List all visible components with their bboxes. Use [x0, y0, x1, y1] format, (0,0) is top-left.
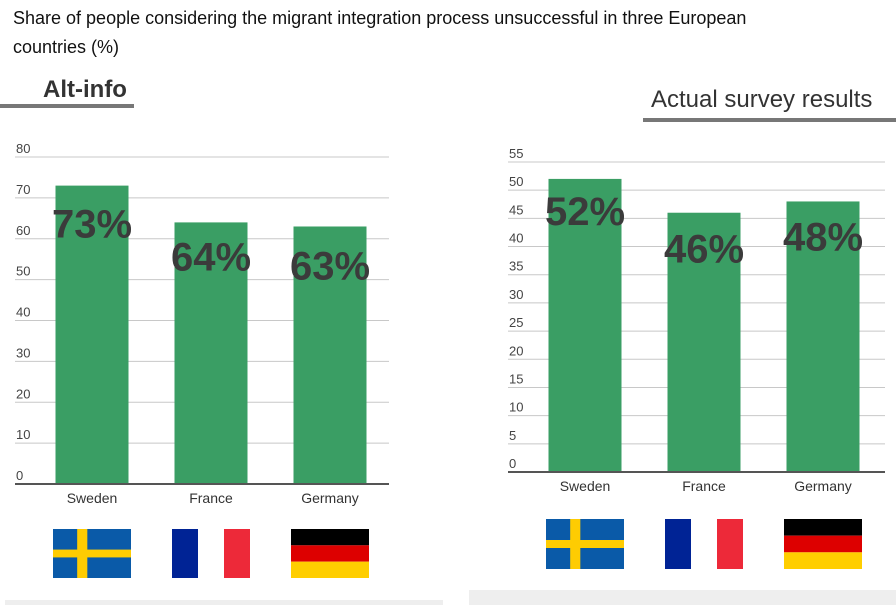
- bottom-strip-left: [5, 600, 443, 605]
- sweden-flag-icon: [546, 519, 624, 569]
- germany-flag-red: [784, 535, 862, 553]
- y-tick-label: 40: [16, 305, 30, 320]
- y-tick-label: 25: [509, 315, 523, 330]
- y-tick-label: 60: [16, 223, 30, 238]
- y-tick-label: 50: [509, 174, 523, 189]
- france-flag-red: [717, 519, 743, 569]
- panel-header-alt-info: Alt-info: [43, 76, 127, 103]
- germany-flag-black: [784, 519, 862, 536]
- y-tick-label: 70: [16, 182, 30, 197]
- y-tick-label: 30: [509, 287, 523, 302]
- france-flag-blue: [172, 529, 198, 578]
- france-flag-white: [691, 519, 717, 569]
- x-category-label: France: [682, 478, 726, 494]
- france-flag-blue: [665, 519, 691, 569]
- y-tick-label: 0: [509, 456, 516, 471]
- sweden-flag-cross-horizontal: [53, 549, 131, 558]
- bar-chart-actual-survey: 0 5 10 15 20 25 30 35 40 45 50 55 52% 46% 48% Sweden Fra…: [508, 146, 885, 569]
- data-label: 48%: [783, 215, 863, 259]
- x-category-label: Germany: [301, 490, 359, 506]
- y-tick-label: 55: [509, 146, 523, 161]
- germany-flag-gold: [291, 561, 369, 578]
- x-category-label: France: [189, 490, 233, 506]
- data-label: 52%: [545, 190, 625, 234]
- germany-flag-gold: [784, 552, 862, 569]
- germany-flag-red: [291, 545, 369, 562]
- france-flag-white: [198, 529, 224, 578]
- bar-france: [174, 222, 248, 484]
- y-tick-label: 0: [16, 468, 23, 483]
- data-label: 64%: [171, 235, 251, 279]
- y-tick-label: 20: [16, 386, 30, 401]
- y-tick-label: 35: [509, 259, 523, 274]
- x-category-label: Sweden: [67, 490, 118, 506]
- panel-header-rule-right: [643, 118, 896, 122]
- data-label: 73%: [52, 203, 132, 247]
- bar-france: [667, 212, 741, 472]
- panel-header-actual-survey: Actual survey results: [651, 86, 873, 113]
- y-tick-label: 15: [509, 371, 523, 386]
- x-category-label: Sweden: [560, 478, 611, 494]
- france-flag-red: [224, 529, 250, 578]
- sweden-flag-icon: [53, 529, 131, 578]
- france-flag-icon: [172, 529, 250, 578]
- bottom-strip-right: [469, 590, 896, 605]
- y-tick-label: 40: [509, 231, 523, 246]
- panel-header-rule-left: [0, 104, 134, 108]
- sweden-flag-cross-horizontal: [546, 540, 624, 548]
- y-tick-label: 5: [509, 428, 516, 443]
- y-tick-label: 30: [16, 345, 30, 360]
- y-tick-label: 10: [509, 400, 523, 415]
- x-category-label: Germany: [794, 478, 852, 494]
- y-tick-label: 10: [16, 427, 30, 442]
- bar-germany: [786, 201, 860, 473]
- germany-flag-icon: [291, 529, 369, 578]
- y-tick-label: 20: [509, 343, 523, 358]
- data-label: 63%: [290, 244, 370, 288]
- y-tick-label: 80: [16, 141, 30, 156]
- bar-germany: [293, 226, 367, 485]
- page-title: Share of people considering the migrant …: [13, 8, 747, 57]
- bar-sweden: [55, 185, 129, 485]
- y-tick-label: 50: [16, 264, 30, 279]
- germany-flag-black: [291, 529, 369, 546]
- germany-flag-icon: [784, 519, 862, 569]
- data-label: 46%: [664, 228, 744, 272]
- france-flag-icon: [665, 519, 743, 569]
- y-tick-label: 45: [509, 202, 523, 217]
- bar-sweden: [548, 178, 622, 472]
- bar-chart-alt-info: 0 10 20 30 40 50 60 70 80 73% 64% 63% Sweden France Ge…: [15, 141, 389, 578]
